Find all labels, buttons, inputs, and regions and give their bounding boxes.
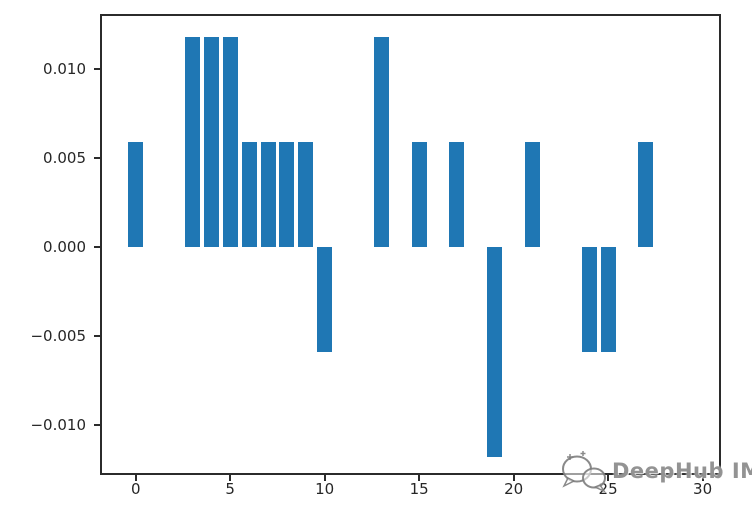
bar-x5 xyxy=(222,36,238,247)
x-tick-label-5: 5 xyxy=(225,480,235,498)
y-tick-mark-−0.010 xyxy=(94,423,100,426)
bar-x7 xyxy=(260,141,276,247)
bar-x6 xyxy=(241,141,257,247)
watermark-text: DeepHub IMBA xyxy=(612,459,752,483)
bottom-spine xyxy=(100,473,721,475)
y-tick-label-−0.010: −0.010 xyxy=(30,415,86,434)
bar-x19 xyxy=(487,246,503,457)
y-tick-mark-0.000 xyxy=(94,245,100,248)
plot-area xyxy=(101,15,720,474)
bar-x0 xyxy=(128,141,144,247)
y-tick-label-0.000: 0.000 xyxy=(43,237,86,256)
bar-x8 xyxy=(279,141,295,247)
x-tick-label-0: 0 xyxy=(131,480,141,498)
bar-x3 xyxy=(184,36,200,247)
bar-x15 xyxy=(411,141,427,247)
bar-x24 xyxy=(581,246,597,352)
x-tick-mark-25 xyxy=(607,475,610,481)
bar-x4 xyxy=(203,36,219,247)
left-spine xyxy=(100,14,102,475)
deephub-logo-icon xyxy=(558,448,610,494)
bar-x25 xyxy=(600,246,616,352)
x-tick-label-20: 20 xyxy=(504,480,524,498)
x-tick-label-10: 10 xyxy=(315,480,335,498)
y-tick-mark-0.005 xyxy=(94,156,100,159)
x-tick-mark-15 xyxy=(418,475,421,481)
x-tick-mark-20 xyxy=(512,475,515,481)
x-tick-mark-0 xyxy=(134,475,137,481)
top-spine xyxy=(100,14,721,16)
x-tick-mark-10 xyxy=(323,475,326,481)
y-tick-label-0.005: 0.005 xyxy=(43,148,86,167)
x-tick-mark-30 xyxy=(701,475,704,481)
y-tick-mark-−0.005 xyxy=(94,334,100,337)
bar-x9 xyxy=(298,141,314,247)
bar-x10 xyxy=(317,246,333,352)
bar-x13 xyxy=(373,36,389,247)
bar-x21 xyxy=(525,141,541,247)
watermark: DeepHub IMBA xyxy=(558,448,752,494)
right-spine xyxy=(719,14,721,475)
bar-x27 xyxy=(638,141,654,247)
y-tick-label-−0.005: −0.005 xyxy=(30,326,86,345)
x-tick-label-15: 15 xyxy=(409,480,429,498)
y-tick-mark-0.010 xyxy=(94,67,100,70)
x-tick-mark-5 xyxy=(229,475,232,481)
x-tick-label-30: 30 xyxy=(693,480,713,498)
bar-x17 xyxy=(449,141,465,247)
y-tick-label-0.010: 0.010 xyxy=(43,59,86,78)
